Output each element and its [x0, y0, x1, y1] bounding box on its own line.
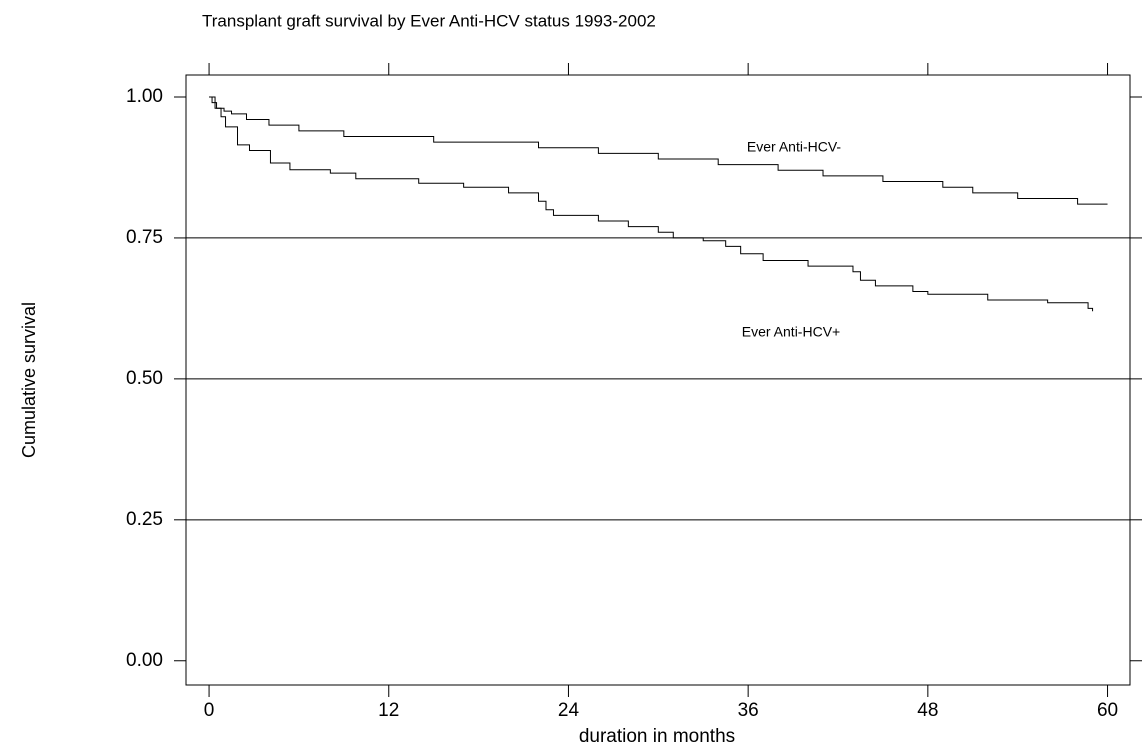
series-label: Ever Anti-HCV-	[747, 139, 841, 155]
y-tick-label: 0.50	[126, 368, 163, 389]
x-tick-label: 36	[738, 700, 759, 721]
series-label: Ever Anti-HCV+	[742, 324, 840, 340]
y-tick-label: 1.00	[126, 86, 163, 107]
x-tick-label: 12	[378, 700, 399, 721]
plot-frame	[185, 74, 1131, 686]
survival-curve	[209, 96, 1094, 312]
chart-title: Transplant graft survival by Ever Anti-H…	[202, 11, 656, 30]
survival-curve	[209, 96, 1108, 205]
x-tick-label: 24	[558, 700, 580, 721]
x-tick-label: 48	[917, 700, 938, 721]
x-tick-label: 0	[204, 700, 215, 721]
y-axis-label: Cumulative survival	[19, 302, 39, 458]
x-axis-label: duration in months	[579, 726, 735, 747]
y-tick-label: 0.00	[126, 650, 163, 671]
y-tick-label: 0.25	[126, 509, 163, 530]
x-tick-label: 60	[1097, 700, 1118, 721]
y-tick-label: 0.75	[126, 227, 163, 248]
